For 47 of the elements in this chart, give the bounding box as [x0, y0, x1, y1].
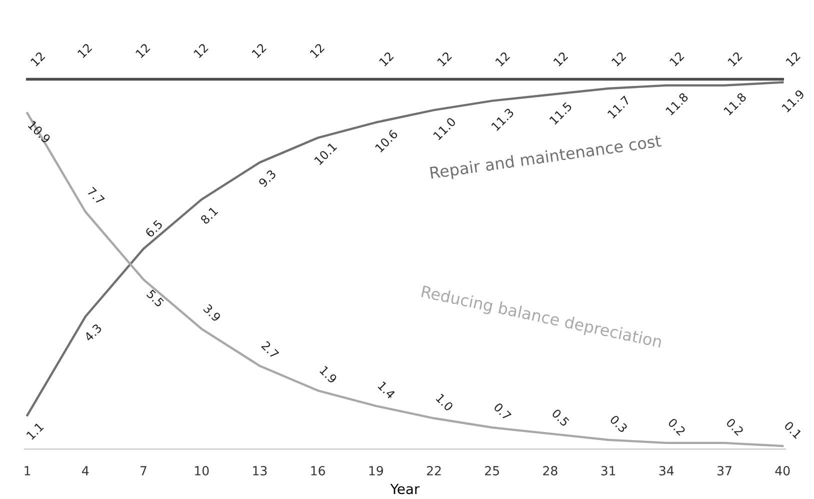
x-tick-label: 13	[253, 466, 267, 476]
data-label: 12	[553, 51, 568, 66]
data-label: 12	[785, 51, 800, 66]
data-label: 2.7	[261, 340, 280, 359]
x-tick-label: 28	[543, 466, 558, 476]
data-label: 12	[77, 43, 92, 58]
data-label: 12	[135, 43, 150, 58]
data-label: 0.5	[551, 408, 570, 427]
data-label: 0.2	[668, 418, 686, 436]
data-label: 12	[193, 43, 208, 58]
data-label: 9.3	[258, 169, 276, 188]
data-label: 1.1	[26, 422, 44, 440]
x-tick-label: 34	[659, 466, 674, 476]
data-label: 4.3	[84, 323, 102, 342]
data-label: 12	[494, 51, 510, 66]
data-label: 0.7	[493, 402, 512, 421]
x-tick-label: 19	[369, 466, 383, 476]
x-tick-label: 25	[485, 466, 499, 476]
data-label: 0.2	[726, 418, 744, 436]
data-label: 8.1	[200, 206, 218, 225]
data-label: 0.1	[784, 420, 802, 440]
data-label: 3.9	[202, 304, 222, 322]
data-label: 12	[611, 51, 626, 66]
x-tick-label: 10	[195, 466, 209, 476]
x-tick-label: 4	[82, 466, 89, 476]
data-label: 12	[251, 43, 266, 58]
x-tick-label: 31	[601, 466, 616, 476]
data-label: 1.4	[378, 381, 396, 400]
data-label: 7.7	[86, 186, 105, 205]
data-label: 1.9	[319, 366, 338, 384]
data-label: 12	[669, 51, 684, 66]
data-label: 12	[310, 43, 325, 58]
x-tick-label: 40	[775, 466, 790, 476]
x-tick-label: 37	[718, 466, 732, 476]
x-tick-label: 7	[140, 466, 146, 476]
data-label: 12	[378, 51, 394, 66]
data-label: 12	[727, 51, 742, 66]
data-label: 0.3	[610, 414, 628, 433]
data-label: 12	[30, 51, 46, 66]
x-tick-label: 16	[311, 466, 325, 476]
x-tick-label: 22	[426, 466, 441, 476]
x-tick-label: 1	[24, 466, 30, 476]
data-label: 6.5	[144, 220, 163, 238]
x-axis-title: Year	[390, 484, 420, 494]
data-label: 1.0	[436, 393, 454, 412]
data-label: 5.5	[146, 289, 164, 308]
data-label: 12	[436, 51, 452, 66]
